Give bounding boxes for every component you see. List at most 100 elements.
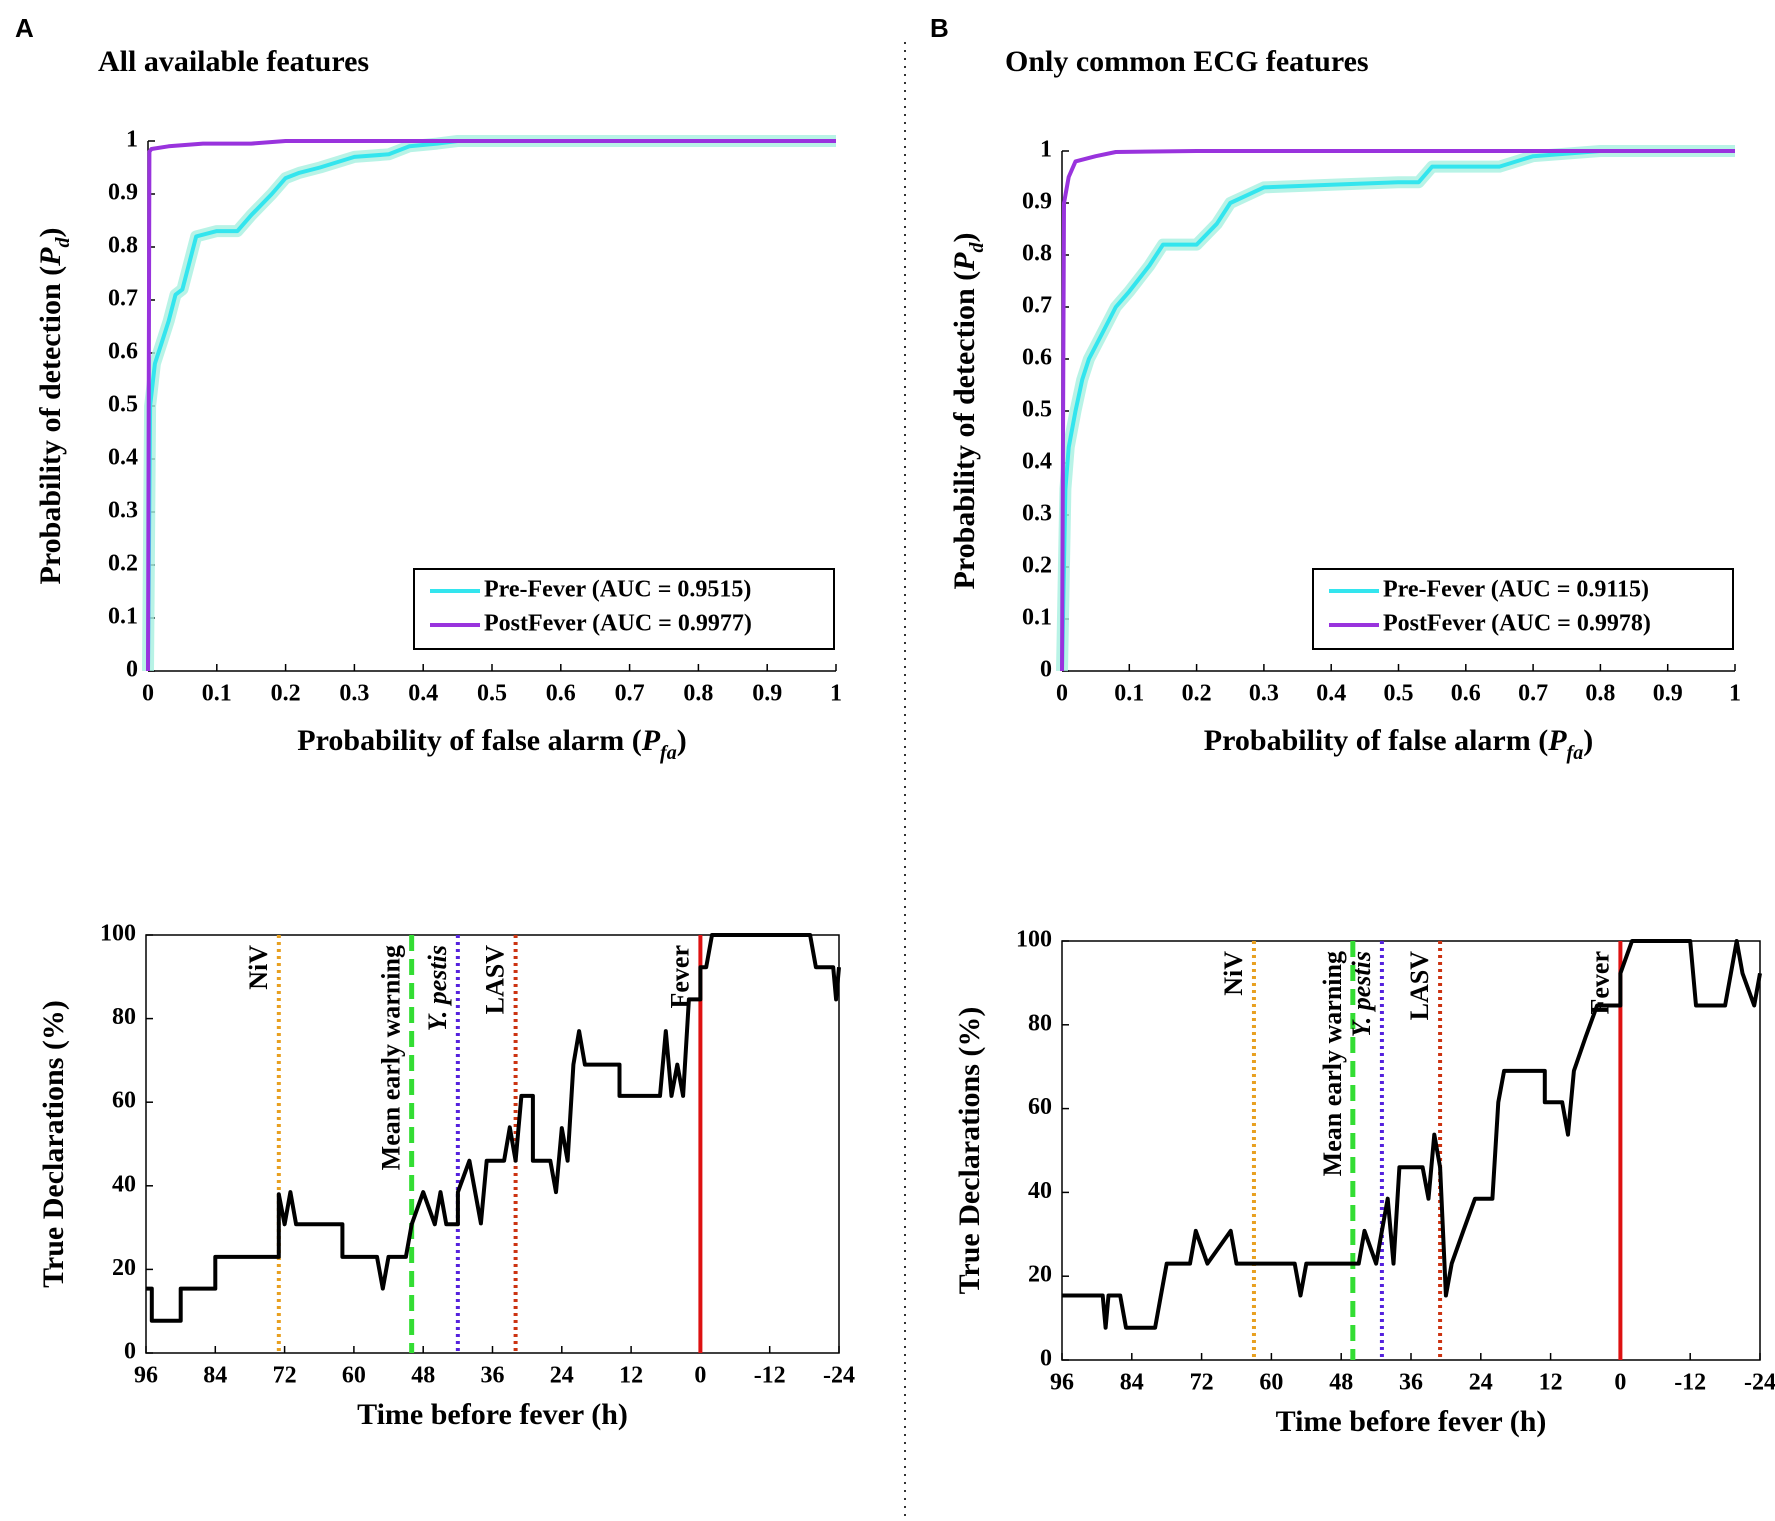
label-part: P (1547, 724, 1567, 757)
y-tick-label: 60 (1028, 1094, 1052, 1120)
x-tick-label: 60 (1259, 1370, 1283, 1396)
x-axis-label: Probability of false alarm (Pfa) (1204, 724, 1593, 764)
marker-label: NiV (244, 945, 273, 990)
x-tick-label: 0.3 (1249, 681, 1279, 707)
y-axis-label: True Declarations (%) (953, 1007, 986, 1295)
y-tick-label: 100 (1016, 927, 1052, 953)
y-tick-label: 0.7 (108, 286, 138, 312)
marker-label: Y. pestis (1347, 951, 1376, 1037)
x-tick-label: -12 (754, 1363, 786, 1389)
x-tick-label: -12 (1674, 1370, 1706, 1396)
label-part: P (641, 724, 661, 757)
x-tick-label: 0 (694, 1363, 706, 1389)
x-tick-label: 48 (1329, 1370, 1353, 1396)
y-tick-label: 20 (1028, 1262, 1052, 1288)
y-tick-label: 0 (1040, 657, 1052, 683)
marker-label: Mean early warning (377, 945, 406, 1170)
x-tick-label: 0 (1056, 681, 1068, 707)
x-tick-label: 0.6 (1451, 681, 1481, 707)
x-axis-label: Probability of false alarm (Pfa) (297, 724, 686, 764)
y-tick-label: 0.5 (108, 392, 138, 418)
x-tick-label: 0.6 (546, 681, 576, 707)
label-part: Probability of detection ( (948, 271, 981, 590)
y-tick-label: 1 (126, 127, 138, 153)
y-tick-label: 0.4 (1022, 449, 1052, 475)
x-tick-label: 0.4 (408, 681, 438, 707)
label-part: ) (677, 724, 687, 757)
y-tick-label: 0 (124, 1339, 136, 1365)
legend-label: PostFever (AUC = 0.9977) (484, 611, 752, 637)
x-tick-label: 24 (550, 1363, 574, 1389)
marker-label: NiV (1219, 951, 1248, 996)
marker-label: Y. pestis (423, 945, 452, 1031)
label-part: fa (660, 742, 677, 764)
label-part: P (948, 252, 981, 272)
y-tick-label: 0.9 (108, 180, 138, 206)
y-tick-label: 0.5 (1022, 397, 1052, 423)
legend-label: Pre-Fever (AUC = 0.9515) (484, 577, 751, 603)
x-tick-label: 72 (1190, 1370, 1214, 1396)
x-tick-label: 0.2 (271, 681, 301, 707)
series-line (146, 139, 836, 672)
x-tick-label: 48 (411, 1363, 435, 1389)
chart-title: All available features (98, 45, 369, 78)
x-axis-label: Time before fever (h) (1276, 1405, 1547, 1438)
y-tick-label: 0.9 (1022, 189, 1052, 215)
y-tick-label: 20 (112, 1255, 136, 1281)
label-part: fa (1567, 742, 1584, 764)
x-tick-label: -24 (1744, 1370, 1775, 1396)
x-axis-label: Time before fever (h) (357, 1398, 628, 1431)
marker-label: Mean early warning (1318, 951, 1347, 1176)
x-tick-label: 96 (1050, 1370, 1074, 1396)
y-tick-label: 0.8 (108, 233, 138, 259)
x-tick-label: 0.2 (1182, 681, 1212, 707)
label-part: Probability of false alarm ( (297, 724, 641, 757)
y-tick-label: 100 (100, 921, 136, 947)
x-tick-label: 12 (1539, 1370, 1563, 1396)
x-tick-label: 1 (830, 681, 842, 707)
x-tick-label: 84 (1120, 1370, 1144, 1396)
y-tick-label: 0.8 (1022, 241, 1052, 267)
y-tick-label: 1 (1040, 137, 1052, 163)
x-tick-label: 0.5 (477, 681, 507, 707)
series-line (1062, 939, 1762, 1330)
x-tick-label: 0.9 (1653, 681, 1683, 707)
label-part: Probability of false alarm ( (1204, 724, 1548, 757)
x-tick-label: 72 (273, 1363, 297, 1389)
y-tick-label: 0 (126, 657, 138, 683)
panel-label: B (930, 13, 949, 43)
label-part: ) (1583, 724, 1593, 757)
label-part: ) (34, 228, 67, 238)
x-tick-label: 0.1 (202, 681, 232, 707)
x-tick-label: 60 (342, 1363, 366, 1389)
legend-label: PostFever (AUC = 0.9978) (1383, 611, 1651, 637)
x-tick-label: 0.7 (615, 681, 645, 707)
x-tick-label: 84 (203, 1363, 227, 1389)
y-tick-label: 0.1 (1022, 605, 1052, 631)
y-tick-label: 0.3 (108, 498, 138, 524)
series-line (146, 139, 836, 672)
legend-box (1312, 568, 1734, 650)
x-tick-label: 0 (142, 681, 154, 707)
x-tick-label: -24 (823, 1363, 855, 1389)
x-tick-label: 0.8 (1585, 681, 1615, 707)
y-tick-label: 0 (1040, 1346, 1052, 1372)
series-line (1060, 149, 1735, 672)
y-axis-label: Probability of detection (Pd) (948, 233, 988, 590)
x-tick-label: 0.1 (1114, 681, 1144, 707)
y-tick-label: 0.3 (1022, 501, 1052, 527)
y-axis-label: True Declarations (%) (37, 1000, 70, 1288)
y-tick-label: 0.7 (1022, 293, 1052, 319)
label-part: P (34, 247, 67, 267)
y-tick-label: 0.4 (108, 445, 138, 471)
label-part: d (52, 237, 74, 248)
legend-box (413, 568, 835, 650)
label-part: ) (948, 233, 981, 243)
x-tick-label: 36 (1399, 1370, 1423, 1396)
series-line (1060, 149, 1735, 672)
x-tick-label: 0.5 (1384, 681, 1414, 707)
y-tick-label: 0.2 (108, 551, 138, 577)
y-tick-label: 0.2 (1022, 553, 1052, 579)
x-tick-label: 12 (619, 1363, 643, 1389)
